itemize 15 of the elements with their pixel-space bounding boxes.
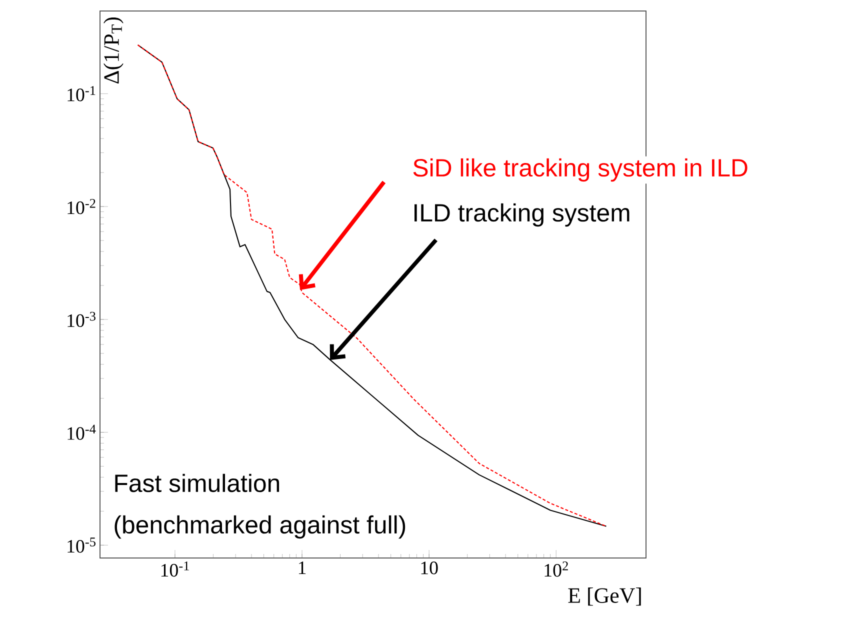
y-axis-title: Δ(1/P$_{T}$) bbox=[104, 17, 124, 84]
x-tick-label: 10 bbox=[421, 562, 438, 574]
y-tick-label: 10$^{-3}$ bbox=[68, 312, 96, 328]
text: ILD tracking system bbox=[414, 203, 630, 227]
y-tick-label: 10$^{-5}$ bbox=[68, 538, 96, 553]
x-tick-label: 10$^{2}$ bbox=[544, 562, 568, 577]
x-tick-label: 10$^{-1}$ bbox=[161, 562, 189, 577]
annotation: Fast simulation bbox=[115, 474, 280, 492]
y-tick-label: 10$^{-1}$ bbox=[68, 86, 96, 102]
y-tick-label: 10$^{-2}$ bbox=[68, 198, 96, 214]
text: SiD like tracking system in ILD bbox=[413, 158, 748, 182]
x-tick-label: 1 bbox=[298, 562, 306, 574]
annotation: (benchmarked against full) bbox=[114, 515, 406, 539]
y-tick-label: 10$^{-4}$ bbox=[68, 424, 96, 440]
x-axis-title: E [GeV] bbox=[568, 588, 641, 606]
